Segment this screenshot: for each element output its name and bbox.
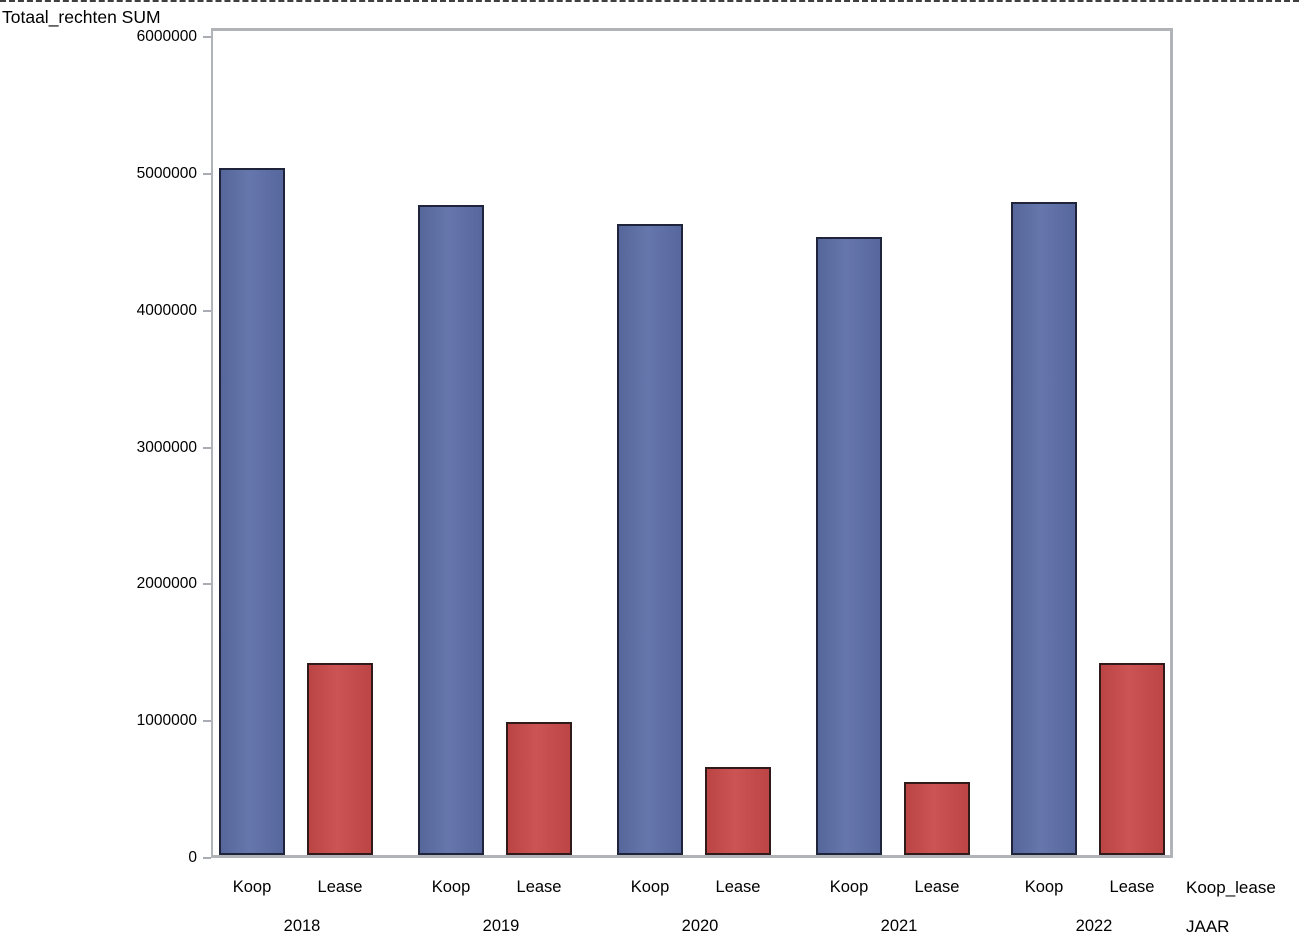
y-axis-tick-label: 6000000 [136,28,197,45]
y-axis-tick-mark [203,309,211,312]
x-group-label-2020: 2020 [681,917,719,935]
x-group-label-2022: 2022 [1075,917,1113,935]
x-category-label-lease-2021: Lease [914,878,960,896]
y-axis-tick-label: 5000000 [136,164,197,182]
x-category-axis-name: Koop_lease [1186,878,1276,897]
bar-lease-2019 [506,722,572,855]
y-axis-title: Totaal_rechten SUM [2,7,161,27]
y-axis-tick-label: 2000000 [136,575,197,593]
bar-koop-2022 [1011,202,1077,855]
x-category-label-lease-2018: Lease [317,878,363,896]
bar-lease-2021 [904,782,970,855]
y-axis-tick-label: 1000000 [136,712,197,730]
bar-koop-2020 [617,224,683,855]
x-category-label-koop-2020: Koop [630,878,670,896]
y-axis-tick-mark [203,172,211,175]
x-category-label-lease-2022: Lease [1109,878,1155,896]
x-category-label-koop-2021: Koop [829,878,869,896]
x-category-label-lease-2019: Lease [516,878,562,896]
top-dashed-crop-artifact [0,0,1299,2]
x-group-label-2021: 2021 [880,917,918,935]
bar-lease-2018 [307,663,373,855]
bar-koop-2021 [816,237,882,855]
bar-koop-2018 [219,168,285,855]
plot-area [211,28,1173,858]
bar-lease-2020 [705,767,771,855]
y-axis-tick-mark [203,720,211,723]
x-category-label-koop-2018: Koop [232,878,272,896]
bar-lease-2022 [1099,663,1165,855]
y-axis-tick-mark [203,446,211,449]
y-axis-tick-label: 4000000 [136,301,197,319]
x-category-label-koop-2022: Koop [1024,878,1064,896]
x-group-label-2018: 2018 [283,917,321,935]
y-axis-tick-mark [203,583,211,586]
x-group-label-2019: 2019 [482,917,520,935]
y-axis-tick-label: 0 [188,849,197,866]
y-axis-tick-label: 3000000 [136,438,197,456]
y-axis-tick-mark [203,36,211,38]
y-axis-tick-mark [203,857,211,859]
x-category-label-koop-2019: Koop [431,878,471,896]
bar-koop-2019 [418,205,484,855]
x-group-axis-name: JAAR [1186,917,1230,936]
x-category-label-lease-2020: Lease [715,878,761,896]
